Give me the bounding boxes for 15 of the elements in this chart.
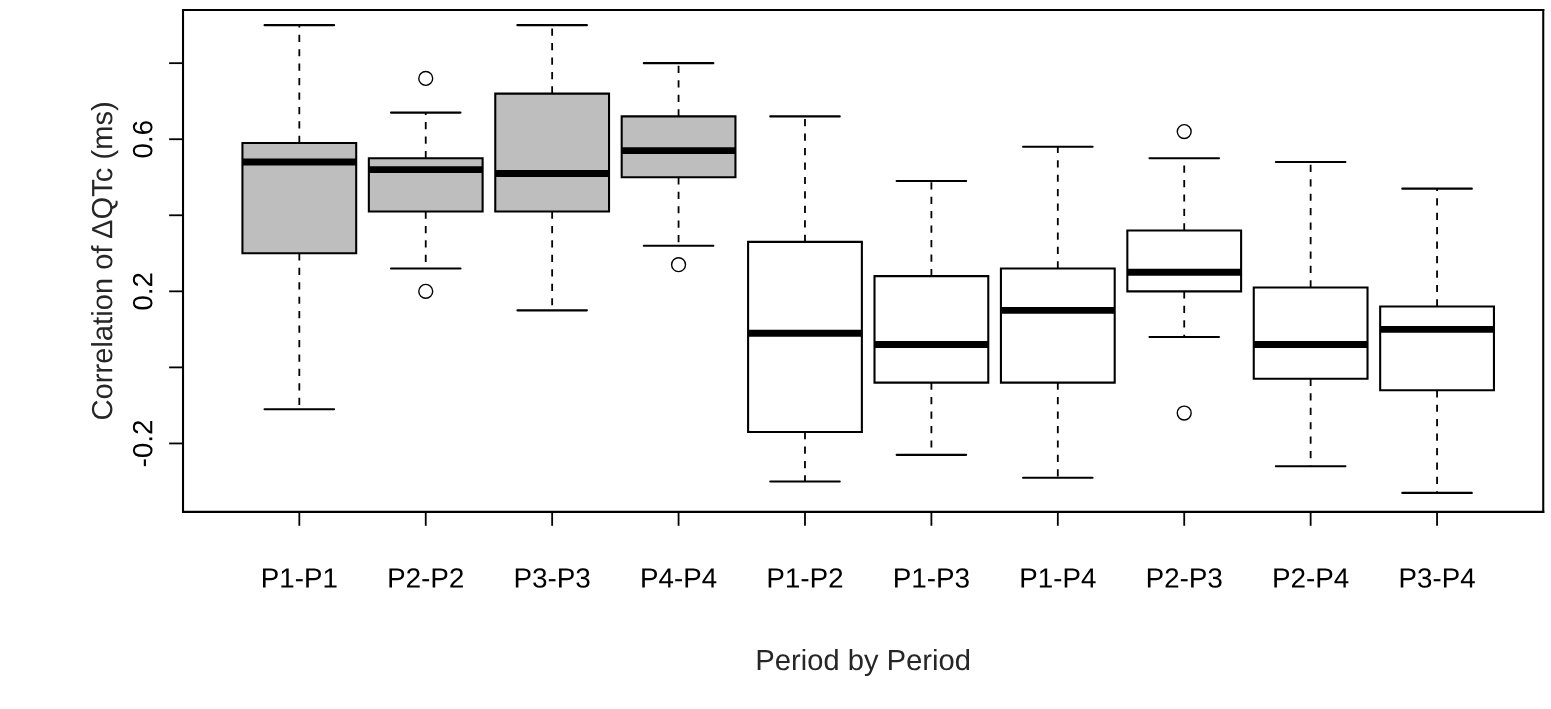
y-axis-title: Correlation of ΔQTc (ms) (91, 103, 119, 420)
x-tick-label: P3-P4 (1400, 568, 1475, 588)
x-tick-label: P1-P3 (895, 568, 969, 588)
x-tick-label: P2-P3 (1147, 568, 1222, 588)
x-tick-label: P1-P2 (768, 568, 843, 588)
x-tick-label: P4-P4 (642, 568, 717, 588)
x-tick-label: P2-P2 (389, 568, 463, 588)
y-tick-label: 0.2 (132, 273, 153, 310)
x-tick-label: P2-P4 (1274, 568, 1349, 588)
x-tick-label: P1-P1 (263, 568, 337, 588)
x-tick-label: P1-P4 (1021, 568, 1096, 588)
x-tick-label: P3-P3 (515, 568, 590, 588)
y-tick-label: 0.6 (132, 121, 153, 158)
y-tick-label: -0.2 (132, 420, 153, 467)
x-axis-title: Period by Period (757, 648, 970, 677)
